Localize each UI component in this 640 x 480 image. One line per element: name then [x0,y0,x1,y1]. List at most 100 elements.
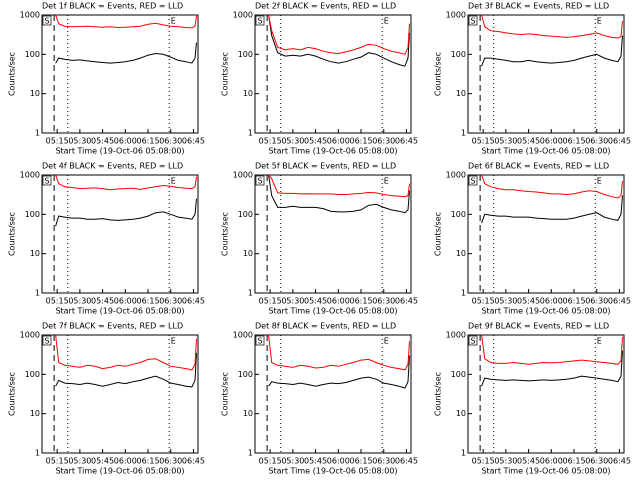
y-tick-label: 100 [25,210,40,219]
x-tick-label: 06:15 [136,137,159,146]
x-tick-label: 05:30 [281,137,304,146]
y-axis-label: Counts/sec [8,372,17,416]
y-tick-label: 1000 [20,11,40,20]
series-line [481,195,623,224]
x-tick-label: 06:45 [395,137,418,146]
x-tick-label: 06:00 [114,297,137,306]
x-tick-label: 06:45 [608,137,631,146]
series-line [55,14,197,29]
y-tick-label: 10 [243,89,253,98]
x-axis-label: Start Time (19-Oct-06 05:08:00) [55,307,184,316]
start-label: S [257,337,262,346]
x-tick-label: 05:15 [259,297,282,306]
x-tick-label: 05:45 [517,457,540,466]
y-tick-label: 1 [35,129,40,138]
start-label-box [468,335,478,346]
plot-frame [254,14,412,134]
y-tick-label: 1000 [233,331,253,340]
x-tick-label: 06:45 [182,137,205,146]
y-tick-label: 10 [456,409,466,418]
y-tick-label: 1 [248,129,253,138]
x-tick-label: 05:45 [91,457,114,466]
end-label: E [597,17,602,26]
x-tick-label: 06:00 [540,137,563,146]
start-label-box [255,335,265,346]
x-tick-label: 05:30 [68,297,91,306]
y-tick-label: 100 [238,370,253,379]
end-label: E [171,177,176,186]
start-label: S [44,337,49,346]
x-tick-label: 06:45 [395,297,418,306]
x-tick-label: 06:30 [585,297,608,306]
chart-title: Det 6f BLACK = Events, RED = LLD [468,162,609,171]
x-axis-label: Start Time (19-Oct-06 05:08:00) [481,147,610,156]
end-label: E [384,17,389,26]
x-tick-label: 06:30 [372,457,395,466]
x-tick-label: 05:15 [259,457,282,466]
chart-title: Det 2f BLACK = Events, RED = LLD [255,2,396,11]
plot-frame [254,174,412,294]
x-tick-label: 05:45 [304,457,327,466]
x-tick-label: 06:45 [395,457,418,466]
chart-title: Det 3f BLACK = Events, RED = LLD [468,2,609,11]
y-tick-label: 1000 [233,11,253,20]
start-label: S [470,337,475,346]
x-axis-label: Start Time (19-Oct-06 05:08:00) [268,467,397,476]
x-tick-label: 05:15 [472,297,495,306]
x-tick-label: 06:45 [182,297,205,306]
y-tick-label: 1000 [233,171,253,180]
y-tick-label: 1000 [20,171,40,180]
x-tick-label: 06:00 [327,137,350,146]
series-line [481,334,623,365]
x-tick-label: 05:45 [304,297,327,306]
y-tick-label: 100 [451,370,466,379]
y-axis-label: Counts/sec [221,372,230,416]
y-tick-label: 100 [25,50,40,59]
x-tick-label: 05:45 [91,297,114,306]
y-tick-label: 100 [451,50,466,59]
x-axis-label: Start Time (19-Oct-06 05:08:00) [481,467,610,476]
end-label: E [597,177,602,186]
x-tick-label: 05:15 [472,137,495,146]
x-tick-label: 05:30 [494,137,517,146]
plot-frame [41,174,199,294]
x-tick-label: 06:45 [182,457,205,466]
end-label: E [171,17,176,26]
series-line [481,35,623,67]
y-tick-label: 100 [451,210,466,219]
y-tick-label: 10 [243,249,253,258]
x-tick-label: 05:30 [281,297,304,306]
y-tick-label: 1 [35,449,40,458]
x-tick-label: 05:30 [494,297,517,306]
chart-title: Det 4f BLACK = Events, RED = LLD [42,162,183,171]
x-tick-label: 06:15 [562,297,585,306]
chart-title: Det 5f BLACK = Events, RED = LLD [255,162,396,171]
x-tick-label: 06:30 [159,297,182,306]
y-axis-label: Counts/sec [434,212,443,256]
y-tick-label: 1000 [446,331,466,340]
chart-title: Det 7f BLACK = Events, RED = LLD [42,322,183,331]
plot-frame [254,334,412,454]
end-label: E [384,337,389,346]
y-tick-label: 10 [456,249,466,258]
start-label-box [255,15,265,26]
x-tick-label: 05:30 [68,457,91,466]
x-tick-label: 05:15 [472,457,495,466]
series-line [55,198,197,227]
y-tick-label: 1 [248,289,253,298]
series-line [55,352,197,388]
x-tick-label: 05:15 [46,297,69,306]
series-line [481,14,623,39]
y-axis-label: Counts/sec [434,372,443,416]
x-tick-label: 06:30 [585,137,608,146]
y-tick-label: 10 [30,409,40,418]
y-axis-label: Counts/sec [8,212,17,256]
x-tick-label: 05:15 [46,137,69,146]
x-tick-label: 06:15 [562,457,585,466]
y-tick-label: 1 [461,289,466,298]
x-tick-label: 05:15 [259,137,282,146]
series-line [481,174,623,199]
plot-frame [41,334,199,454]
y-tick-label: 1000 [446,171,466,180]
